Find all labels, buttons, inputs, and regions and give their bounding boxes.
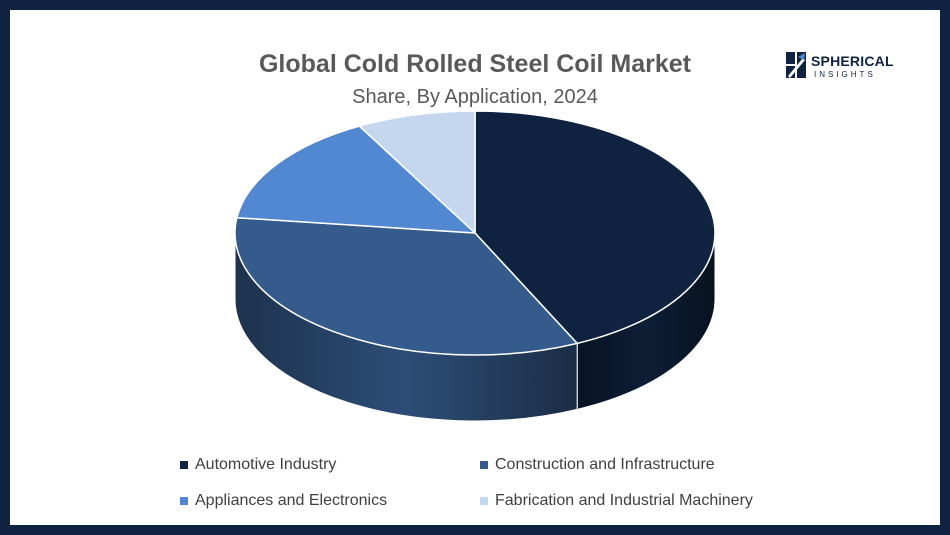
legend-swatch: [480, 461, 488, 469]
chart-legend: Automotive Industry Construction and Infr…: [180, 455, 820, 525]
pie-slice-fabrication-and-industrial-machinery: [357, 110, 476, 235]
legend-item-appliances-and-electronics: Appliances and Electronics: [180, 491, 387, 511]
legend-swatch: [480, 497, 488, 505]
pie-slice-construction-and-infrastructure: [234, 216, 579, 356]
logo-mark-icon: [786, 52, 806, 78]
legend-label: Appliances and Electronics: [195, 492, 388, 509]
legend-label: Automotive Industry: [195, 456, 337, 473]
legend-item-construction-and-infrastructure: Construction and Infrastructure: [480, 455, 715, 475]
legend-item-fabrication-and-industrial-machinery: Fabrication and Industrial Machinery: [480, 491, 753, 511]
logo-name: SPHERICAL: [811, 53, 894, 69]
legend-label: Construction and Infrastructure: [495, 456, 715, 473]
legend-swatch: [180, 497, 188, 505]
chart-frame: Global Cold Rolled Steel Coil Market Sha…: [10, 10, 940, 525]
chart-subtitle: Share, By Application, 2024: [352, 86, 598, 108]
legend-swatch: [180, 461, 188, 469]
pie-slice-automotive-industry: [474, 110, 716, 345]
spherical-insights-logo: SPHERICAL INSIGHTS: [786, 52, 916, 84]
chart-title: Global Cold Rolled Steel Coil Market: [258, 50, 691, 78]
pie-slice-appliances-and-electronics: [235, 125, 478, 234]
legend-label: Fabrication and Industrial Machinery: [495, 492, 753, 509]
legend-item-automotive-industry: Automotive Industry: [180, 455, 336, 475]
pie-chart: [234, 110, 716, 422]
logo-tagline: INSIGHTS: [814, 70, 876, 79]
